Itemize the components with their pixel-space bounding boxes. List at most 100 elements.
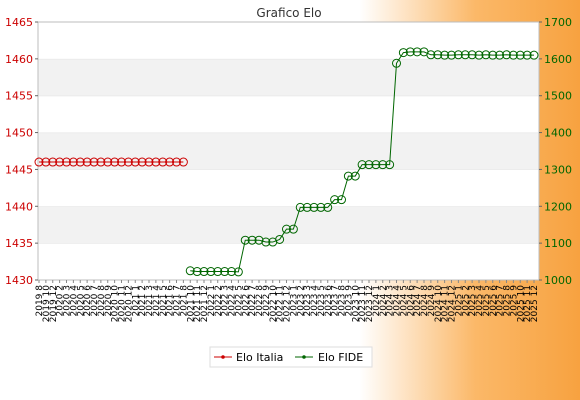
x-tick-label: 2024 8 bbox=[420, 285, 430, 317]
data-point-elo-fide bbox=[474, 50, 484, 60]
series-line-elo-fide bbox=[190, 51, 534, 273]
data-point-elo-italia bbox=[82, 157, 92, 167]
data-point-elo-fide bbox=[323, 202, 333, 212]
y-left-tick-label: 1465 bbox=[5, 16, 33, 29]
plot-area bbox=[37, 21, 540, 281]
x-tick-label: 2019 12 bbox=[49, 285, 59, 322]
data-point-elo-italia bbox=[130, 157, 140, 167]
x-tick-label: 2022 8 bbox=[255, 285, 265, 317]
data-point-elo-fide bbox=[481, 50, 491, 60]
y-right-tick-label: 1700 bbox=[544, 16, 572, 29]
plot-band bbox=[38, 95, 539, 133]
data-point-elo-fide bbox=[199, 267, 209, 277]
data-point-elo-italia bbox=[55, 157, 65, 167]
plot-band bbox=[38, 132, 539, 170]
data-point-elo-fide bbox=[275, 234, 285, 244]
data-point-elo-fide bbox=[254, 235, 264, 245]
plot-band bbox=[38, 58, 539, 96]
data-point-elo-italia bbox=[75, 157, 85, 167]
x-tick-label: 2024 7 bbox=[413, 285, 423, 317]
x-tick-label: 2023 6 bbox=[324, 285, 334, 317]
x-tick-label: 2022 11 bbox=[276, 285, 286, 322]
legend-box bbox=[209, 346, 373, 368]
x-tick-label: 2024 11 bbox=[441, 285, 451, 322]
y-left-tick-label: 1460 bbox=[5, 53, 33, 66]
x-tick-label: 2025 1 bbox=[454, 285, 464, 317]
x-tick-label: 2025 8 bbox=[503, 285, 513, 317]
x-tick-label: 2020 2 bbox=[56, 285, 66, 317]
data-point-elo-fide bbox=[405, 47, 415, 57]
y-right-tick-label: 1400 bbox=[544, 127, 572, 140]
data-point-elo-fide bbox=[364, 160, 374, 170]
data-point-elo-italia bbox=[41, 157, 51, 167]
x-tick-label: 2022 3 bbox=[221, 285, 231, 317]
data-point-elo-italia bbox=[68, 157, 78, 167]
x-tick-label: 2021 4 bbox=[152, 285, 162, 317]
y-right-tick-label: 1600 bbox=[544, 53, 572, 66]
x-tick-label: 2022 6 bbox=[241, 285, 251, 317]
data-point-elo-italia bbox=[62, 157, 71, 167]
x-tick-label: 2021 7 bbox=[173, 285, 183, 317]
x-tick-label: 2019 8 bbox=[35, 285, 45, 317]
x-tick-label: 2025 7 bbox=[496, 285, 506, 317]
data-point-elo-fide bbox=[282, 224, 291, 234]
x-tick-label: 2023 9 bbox=[344, 285, 354, 317]
x-tick-label: 2025 5 bbox=[482, 285, 492, 317]
data-point-elo-italia bbox=[117, 157, 126, 167]
data-point-elo-fide bbox=[357, 160, 367, 170]
data-point-elo-fide bbox=[529, 50, 539, 60]
data-point-elo-italia bbox=[103, 157, 113, 167]
x-tick-label: 2021 1 bbox=[131, 285, 141, 317]
x-tick-label: 2022 7 bbox=[248, 285, 258, 317]
y-right-tick-label: 1300 bbox=[544, 163, 572, 176]
x-tick-label: 2020 9 bbox=[104, 285, 114, 317]
y-left-tick-label: 1435 bbox=[5, 237, 33, 250]
data-point-elo-fide bbox=[185, 266, 195, 276]
data-point-elo-fide bbox=[295, 202, 305, 212]
x-tick-label: 2025 4 bbox=[475, 285, 485, 317]
x-tick-label: 2022 4 bbox=[228, 285, 238, 317]
data-point-elo-italia bbox=[137, 157, 147, 167]
data-point-elo-fide bbox=[206, 267, 216, 277]
data-point-elo-italia bbox=[89, 157, 99, 167]
plot-bands bbox=[38, 21, 539, 280]
x-tick-label: 2023 8 bbox=[338, 285, 348, 317]
y-left-tick-label: 1455 bbox=[5, 90, 33, 103]
x-tick-label: 2023 10 bbox=[351, 285, 361, 322]
data-point-elo-fide bbox=[213, 267, 223, 277]
data-point-elo-fide bbox=[488, 50, 498, 60]
data-point-elo-fide bbox=[240, 235, 250, 245]
data-point-elo-fide bbox=[337, 195, 346, 205]
x-tick-label: 2022 12 bbox=[283, 285, 293, 322]
x-tick-label: 2022 5 bbox=[234, 285, 244, 317]
x-tick-label: 2025 10 bbox=[516, 285, 526, 322]
x-tick-label: 2020 12 bbox=[124, 285, 134, 322]
x-tick-label: 2023 5 bbox=[317, 285, 327, 317]
data-point-elo-fide bbox=[371, 160, 381, 170]
x-tick-label: 2025 11 bbox=[523, 285, 533, 322]
data-point-elo-fide bbox=[350, 171, 360, 181]
x-tick-label: 2024 4 bbox=[393, 285, 403, 317]
data-point-elo-italia bbox=[123, 157, 133, 167]
x-tick-label: 2023 7 bbox=[331, 285, 341, 317]
legend-label-elo-fide: Elo FIDE bbox=[318, 351, 363, 364]
plot-band bbox=[38, 206, 539, 244]
x-tick-label: 2021 10 bbox=[186, 285, 196, 322]
data-point-elo-fide bbox=[378, 160, 388, 170]
x-tick-label: 2019 10 bbox=[42, 285, 52, 322]
x-tick-label: 2022 1 bbox=[207, 285, 217, 317]
data-point-elo-italia bbox=[151, 157, 161, 167]
data-point-elo-fide bbox=[433, 50, 443, 60]
x-tick-label: 2023 1 bbox=[289, 285, 299, 317]
data-point-elo-italia bbox=[144, 157, 154, 167]
data-point-elo-fide bbox=[385, 160, 395, 170]
x-tick-label: 2024 5 bbox=[399, 285, 409, 317]
x-tick-label: 2021 2 bbox=[138, 285, 148, 317]
data-point-elo-italia bbox=[110, 157, 120, 167]
series-layer bbox=[34, 47, 539, 277]
data-point-elo-fide bbox=[453, 50, 463, 60]
x-tick-label: 2025 6 bbox=[489, 285, 499, 317]
data-point-elo-fide bbox=[495, 50, 505, 60]
data-point-elo-italia bbox=[178, 157, 188, 167]
